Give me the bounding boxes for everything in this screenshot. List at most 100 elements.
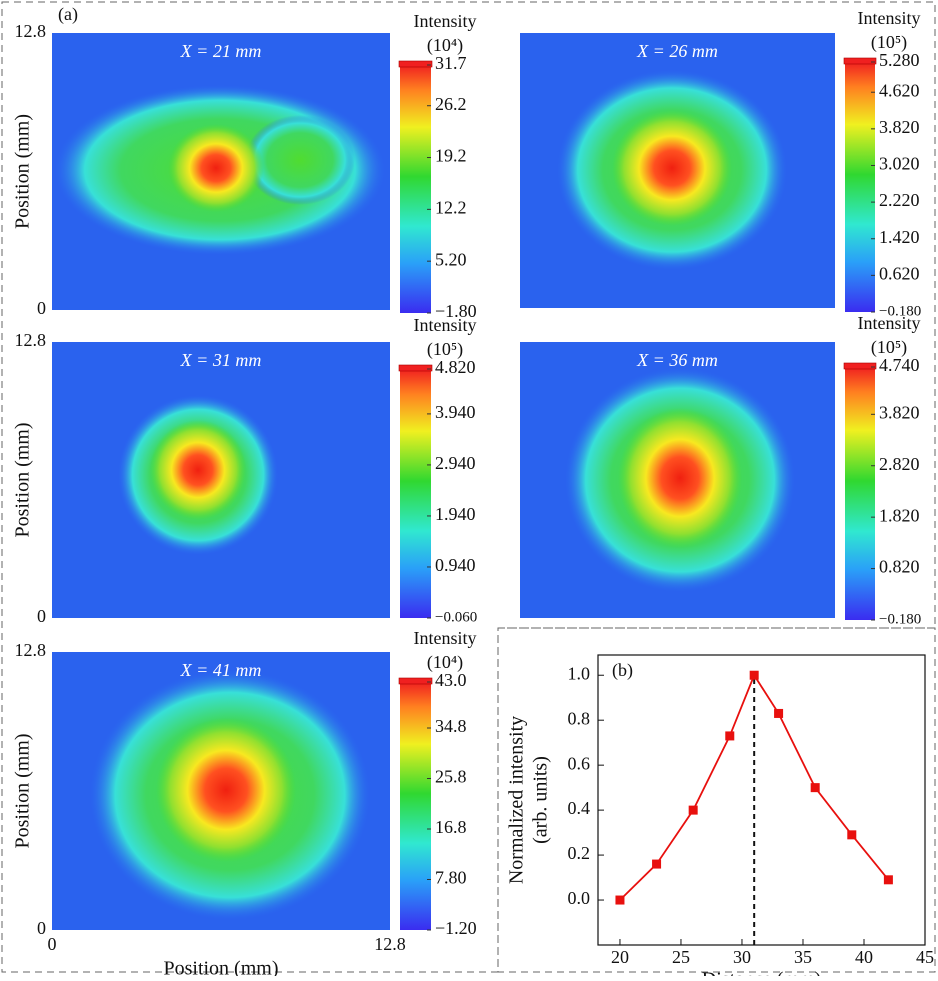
- colorbar-tick-label: −0.060: [435, 609, 477, 625]
- y-axis-label: Position (mm): [12, 733, 34, 848]
- colorbar-tick-label: −0.180: [879, 611, 921, 627]
- colorbar: [400, 682, 431, 930]
- colorbar-tick-label: 0.620: [879, 263, 920, 283]
- colorbar-tick-label: 1.940: [435, 504, 476, 524]
- colorbar-cap: [398, 364, 433, 372]
- colorbar-tick-label: 19.2: [435, 146, 467, 166]
- colorbar-tick-label: 7.80: [435, 868, 467, 888]
- y-axis-label: Normalized intensity: [506, 716, 528, 884]
- colorbar-tick-label: 12.2: [435, 197, 467, 217]
- colorbar-unit: (10⁴): [427, 35, 463, 56]
- colorbar-tick-label: 2.940: [435, 453, 476, 473]
- colorbar-tick-label: 4.820: [435, 357, 476, 377]
- data-point: [749, 670, 759, 680]
- x-tick-label: 30: [733, 947, 751, 967]
- plot-frame: [597, 654, 926, 946]
- colorbar-tick-label: 26.2: [435, 94, 467, 114]
- heatmap-blob: [245, 115, 355, 205]
- colorbar-tick-label: 3.820: [879, 402, 920, 422]
- colorbar-tick-label: 1.820: [879, 505, 920, 525]
- colorbar-tick-label: 2.220: [879, 190, 920, 210]
- x-tick-label: 40: [855, 947, 873, 967]
- colorbar-tick-label: 1.420: [879, 227, 920, 247]
- heatmap-title: X = 21 mm: [180, 41, 262, 61]
- y-tick-label: 0: [37, 918, 46, 938]
- colorbar-label: Intensity: [414, 11, 477, 31]
- data-point: [774, 708, 784, 718]
- colorbar-tick-label: 0.820: [879, 557, 920, 577]
- colorbar-tick-label: 0.940: [435, 555, 476, 575]
- heatmap: [520, 33, 835, 308]
- y-tick-label: 0.4: [568, 798, 591, 818]
- data-point: [810, 783, 820, 793]
- colorbar-unit: (10⁵): [871, 32, 907, 53]
- panel-label: (a): [58, 4, 78, 25]
- colorbar-tick-label: 31.7: [435, 53, 467, 73]
- colorbar-tick-label: 3.940: [435, 402, 476, 422]
- colorbar-tick-label: 3.820: [879, 117, 920, 137]
- y-tick-label: 0.6: [568, 753, 591, 773]
- colorbar-label: Intensity: [414, 315, 477, 335]
- x-axis-label: Distance (mm): [702, 969, 821, 976]
- heatmap: [52, 33, 390, 310]
- colorbar: [845, 367, 875, 620]
- colorbar-tick-label: 2.820: [879, 454, 920, 474]
- x-tick-label: 45: [916, 947, 934, 967]
- y-axis-label: Position (mm): [12, 114, 34, 229]
- colorbar-tick-label: −1.20: [435, 918, 477, 938]
- data-point: [847, 830, 857, 840]
- colorbar-unit: (10⁴): [427, 652, 463, 673]
- x-tick-label: 25: [672, 947, 690, 967]
- data-point: [615, 895, 625, 905]
- data-point: [652, 859, 662, 869]
- y-tick-label: 12.8: [15, 640, 47, 660]
- heatmap: [52, 342, 390, 618]
- x-tick-label: 12.8: [374, 934, 406, 954]
- colorbar-label: Intensity: [414, 628, 477, 648]
- colorbar-tick-label: 43.0: [435, 670, 467, 690]
- panel-label: (b): [612, 660, 633, 681]
- colorbar-tick-label: 4.740: [879, 355, 920, 375]
- heatmap-blob: [168, 124, 264, 212]
- x-tick-label: 20: [611, 947, 629, 967]
- y-tick-label: 0: [37, 298, 46, 318]
- heatmap-title: X = 41 mm: [180, 660, 262, 680]
- heatmap-title: X = 36 mm: [636, 350, 718, 370]
- heatmap-blob: [150, 420, 246, 520]
- heatmap-blob: [612, 110, 732, 226]
- panel-frame: [497, 627, 936, 973]
- y-tick-label: 1.0: [568, 663, 591, 683]
- colorbar-tick-label: 5.20: [435, 249, 467, 269]
- colorbar-tick-label: 25.8: [435, 767, 467, 787]
- colorbar-cap: [398, 60, 433, 68]
- colorbar-tick-label: 5.280: [879, 50, 920, 70]
- x-tick-label: 35: [794, 947, 812, 967]
- colorbar-unit: (10⁵): [427, 339, 463, 360]
- heatmap-title: X = 26 mm: [636, 41, 718, 61]
- data-point: [725, 731, 735, 741]
- x-axis-label: Position (mm): [163, 958, 278, 976]
- y-axis-label: (arb. units): [530, 756, 552, 844]
- colorbar: [845, 62, 875, 312]
- colorbar-tick-label: −0.180: [879, 303, 921, 319]
- colorbar: [400, 369, 431, 618]
- y-tick-label: 0.0: [568, 888, 591, 908]
- colorbar-tick-label: −1.80: [435, 301, 477, 321]
- colorbar: [400, 65, 431, 313]
- colorbar-cap: [398, 677, 433, 685]
- y-tick-label: 0.8: [568, 708, 591, 728]
- heatmap-blob: [618, 408, 742, 548]
- colorbar-label: Intensity: [858, 8, 921, 28]
- y-tick-label: 0.2: [568, 843, 591, 863]
- heatmap-blob: [156, 718, 296, 862]
- y-axis-label: Position (mm): [12, 422, 34, 537]
- colorbar-label: Intensity: [858, 313, 921, 333]
- colorbar-tick-label: 16.8: [435, 817, 467, 837]
- x-tick-label: 0: [48, 934, 57, 954]
- colorbar-cap: [843, 57, 877, 65]
- y-tick-label: 12.8: [15, 21, 47, 41]
- y-tick-label: 0: [37, 606, 46, 626]
- colorbar-tick-label: 3.020: [879, 154, 920, 174]
- data-point: [883, 875, 893, 885]
